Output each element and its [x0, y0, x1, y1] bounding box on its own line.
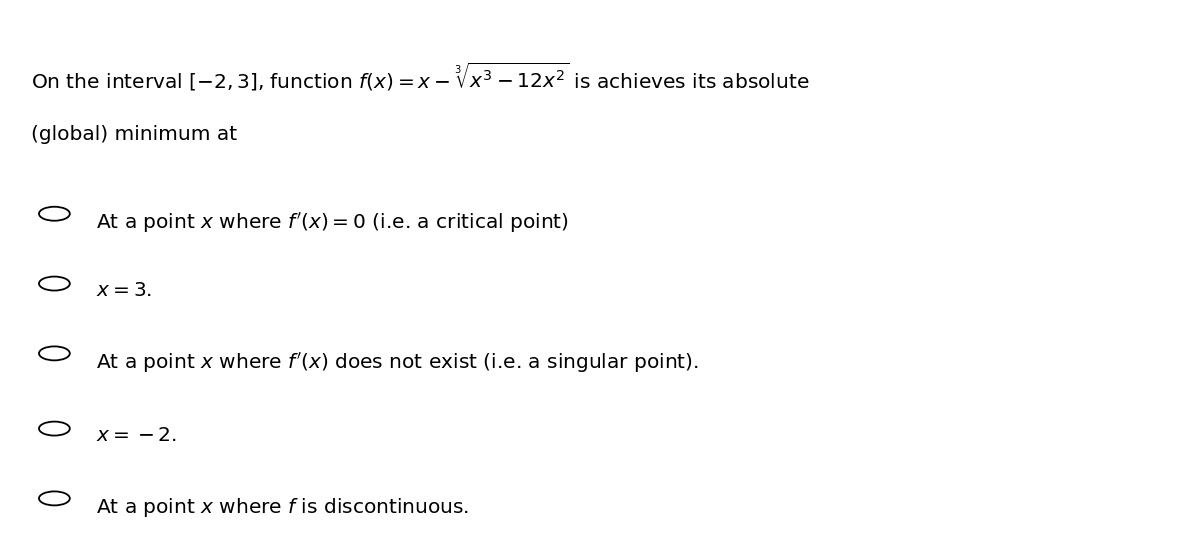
Text: $x = -2.$: $x = -2.$ — [96, 426, 176, 445]
Text: On the interval $[-2, 3]$, function $f(x) = x - \sqrt[3]{x^3 - 12x^2}$ is achiev: On the interval $[-2, 3]$, function $f(x… — [31, 61, 809, 93]
Text: At a point $x$ where $f'(x) = 0$ (i.e. a critical point): At a point $x$ where $f'(x) = 0$ (i.e. a… — [96, 211, 569, 235]
Text: At a point $x$ where $f'(x)$ does not exist (i.e. a singular point).: At a point $x$ where $f'(x)$ does not ex… — [96, 350, 698, 375]
Text: (global) minimum at: (global) minimum at — [31, 125, 236, 144]
Text: $x = 3.$: $x = 3.$ — [96, 281, 152, 300]
Text: At a point $x$ where $f$ is discontinuous.: At a point $x$ where $f$ is discontinuou… — [96, 496, 469, 518]
